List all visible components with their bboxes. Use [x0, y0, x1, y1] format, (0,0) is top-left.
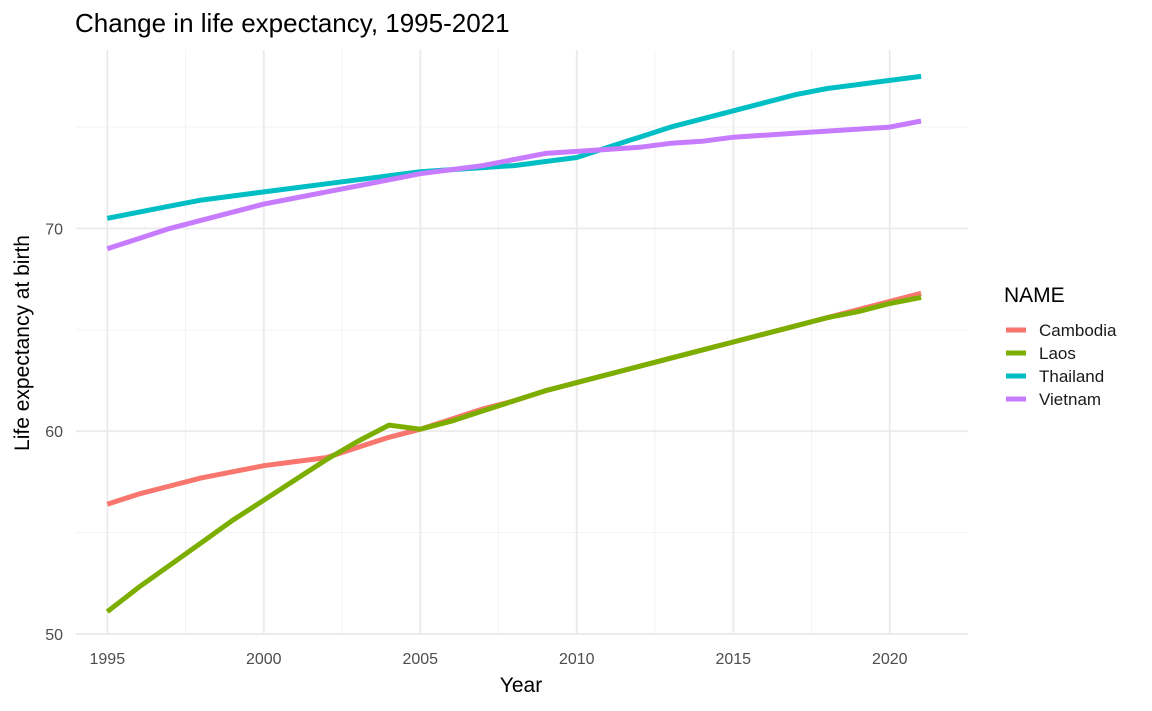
y-axis-ticks: 50 60 70 [45, 221, 63, 644]
series-line-vietnam [106, 118, 922, 252]
x-tick-label: 2010 [559, 651, 595, 668]
x-tick-label: 1995 [90, 651, 126, 668]
series-line-laos [105, 294, 922, 614]
legend-item-thailand: Thailand [1006, 367, 1104, 386]
series-line-thailand [106, 73, 922, 221]
legend-label: Cambodia [1039, 321, 1117, 340]
x-tick-label: 2005 [402, 651, 438, 668]
legend-item-cambodia: Cambodia [1006, 321, 1117, 340]
chart-title: Change in life expectancy, 1995-2021 [75, 8, 510, 38]
y-tick-label: 70 [45, 221, 63, 238]
series-lines [105, 73, 922, 614]
legend-label: Laos [1039, 344, 1076, 363]
legend-item-laos: Laos [1006, 344, 1076, 363]
x-tick-label: 2020 [872, 651, 908, 668]
legend-label: Thailand [1039, 367, 1104, 386]
grid [76, 50, 968, 635]
y-tick-label: 50 [45, 627, 63, 644]
x-tick-label: 2000 [246, 651, 282, 668]
legend: NAME Cambodia Laos Thailand Vietnam [1004, 284, 1117, 409]
legend-label: Vietnam [1039, 390, 1101, 409]
x-axis-ticks: 1995 2000 2005 2010 2015 2020 [90, 651, 908, 668]
y-axis-title: Life expectancy at birth [11, 235, 34, 451]
x-axis-title: Year [500, 674, 542, 697]
legend-items: Cambodia Laos Thailand Vietnam [1006, 321, 1117, 409]
y-tick-label: 60 [45, 424, 63, 441]
legend-title: NAME [1004, 284, 1065, 307]
legend-item-vietnam: Vietnam [1006, 390, 1101, 409]
x-tick-label: 2015 [715, 651, 751, 668]
